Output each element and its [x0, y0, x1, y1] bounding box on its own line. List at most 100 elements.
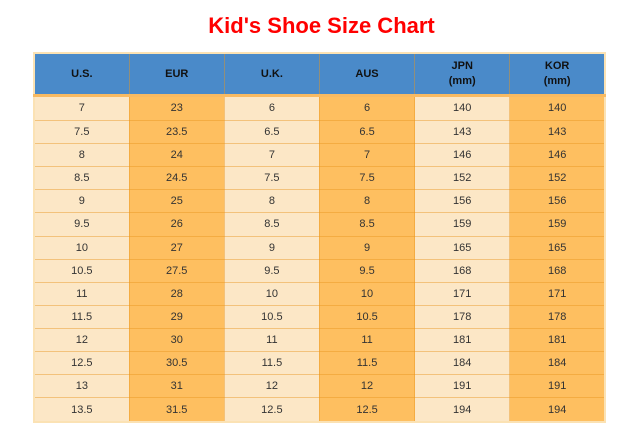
table-row: 9 25 8 8 156 156	[33, 189, 606, 214]
table-cell-jpn: 143	[414, 119, 511, 145]
table-cell-kor: 152	[509, 166, 606, 191]
size-table-header: U.S. EUR U.K. AUS JPN (mm) KOR (mm)	[33, 52, 606, 97]
table-cell-us: 8	[33, 143, 130, 168]
table-cell-us: 13.5	[33, 397, 130, 423]
table-row: 8 24 7 7 146 146	[33, 143, 606, 168]
page-title: Kid's Shoe Size Chart	[208, 13, 435, 38]
table-cell-us: 9.5	[33, 212, 130, 237]
table-cell-aus: 6.5	[318, 119, 416, 145]
table-cell-jpn: 156	[414, 189, 511, 214]
table-cell-uk: 6.5	[223, 119, 320, 145]
table-row: 13.5 31.5 12.5 12.5 194 194	[33, 397, 606, 423]
table-cell-kor: 159	[509, 212, 606, 237]
table-cell-kor: 146	[509, 143, 606, 168]
table-cell-aus: 7	[318, 143, 416, 168]
table-cell-us: 8.5	[33, 166, 130, 191]
table-cell-aus: 7.5	[318, 166, 416, 191]
table-cell-us: 10	[33, 235, 130, 260]
table-row: 12 30 11 11 181 181	[33, 328, 606, 353]
table-cell-jpn: 168	[414, 258, 511, 283]
table-cell-eur: 31.5	[128, 397, 225, 423]
table-cell-aus: 8	[318, 189, 416, 214]
table-cell-us: 9	[33, 189, 130, 214]
table-cell-jpn: 194	[414, 397, 511, 423]
column-sublabel: (mm)	[448, 75, 476, 87]
table-cell-us: 12	[33, 328, 130, 353]
table-cell-us: 13	[33, 374, 130, 399]
table-row: 8.5 24.5 7.5 7.5 152 152	[33, 166, 606, 191]
table-row: 10.5 27.5 9.5 9.5 168 168	[33, 258, 606, 283]
table-cell-uk: 8	[223, 189, 320, 214]
table-cell-uk: 6	[223, 95, 320, 121]
table-cell-jpn: 140	[414, 95, 511, 121]
table-cell-kor: 140	[509, 95, 606, 121]
table-cell-us: 11.5	[33, 304, 130, 330]
table-cell-aus: 11	[318, 328, 416, 353]
table-cell-kor: 181	[509, 328, 606, 353]
table-cell-kor: 168	[509, 258, 606, 283]
table-cell-uk: 11.5	[223, 351, 320, 376]
table-cell-aus: 10	[318, 281, 416, 306]
table-cell-eur: 24.5	[128, 166, 225, 191]
table-cell-jpn: 165	[414, 235, 511, 260]
table-cell-kor: 194	[509, 397, 606, 423]
table-cell-kor: 156	[509, 189, 606, 214]
table-cell-jpn: 178	[414, 304, 511, 330]
table-cell-uk: 12.5	[223, 397, 320, 423]
table-cell-eur: 25	[128, 189, 225, 214]
table-row: 11.5 29 10.5 10.5 178 178	[33, 304, 606, 330]
column-header-aus: AUS	[318, 52, 416, 97]
table-row: 9.5 26 8.5 8.5 159 159	[33, 212, 606, 237]
table-row: 7 23 6 6 140 140	[33, 95, 606, 121]
table-cell-eur: 27	[128, 235, 225, 260]
size-table-body: 7 23 6 6 140 140 7.5 23.5 6.5 6.5 143 143 8 24 7 7 146 14…	[33, 95, 606, 423]
table-cell-aus: 6	[318, 95, 416, 121]
table-cell-eur: 23	[128, 95, 225, 121]
column-header-us: U.S.	[33, 52, 130, 97]
table-cell-eur: 28	[128, 281, 225, 306]
table-cell-aus: 9.5	[318, 258, 416, 283]
column-sublabel: (mm)	[543, 75, 571, 87]
table-cell-eur: 30.5	[128, 351, 225, 376]
table-cell-jpn: 181	[414, 328, 511, 353]
table-cell-us: 7	[33, 95, 130, 121]
table-cell-aus: 12.5	[318, 397, 416, 423]
table-cell-aus: 11.5	[318, 351, 416, 376]
table-cell-aus: 12	[318, 374, 416, 399]
table-row: 7.5 23.5 6.5 6.5 143 143	[33, 119, 606, 145]
column-label: JPN	[451, 60, 473, 73]
table-cell-jpn: 191	[414, 374, 511, 399]
table-cell-kor: 191	[509, 374, 606, 399]
column-label: AUS	[355, 67, 379, 80]
table-row: 13 31 12 12 191 191	[33, 374, 606, 399]
table-cell-jpn: 159	[414, 212, 511, 237]
table-cell-uk: 11	[223, 328, 320, 353]
table-cell-aus: 8.5	[318, 212, 416, 237]
column-label: EUR	[165, 67, 189, 80]
table-cell-uk: 10	[223, 281, 320, 306]
column-label: U.S.	[71, 67, 93, 80]
header-row: U.S. EUR U.K. AUS JPN (mm) KOR (mm)	[33, 52, 606, 97]
table-cell-us: 12.5	[33, 351, 130, 376]
table-cell-jpn: 146	[414, 143, 511, 168]
table-cell-eur: 31	[128, 374, 225, 399]
size-table: U.S. EUR U.K. AUS JPN (mm) KOR (mm) 7 23 6 6 140 140…	[33, 52, 606, 423]
table-cell-us: 10.5	[33, 258, 130, 283]
table-cell-uk: 9	[223, 235, 320, 260]
table-cell-uk: 8.5	[223, 212, 320, 237]
table-cell-aus: 10.5	[318, 304, 416, 330]
table-cell-uk: 9.5	[223, 258, 320, 283]
table-cell-jpn: 171	[414, 281, 511, 306]
table-row: 10 27 9 9 165 165	[33, 235, 606, 260]
table-cell-kor: 171	[509, 281, 606, 306]
table-cell-eur: 24	[128, 143, 225, 168]
table-cell-uk: 10.5	[223, 304, 320, 330]
table-cell-aus: 9	[318, 235, 416, 260]
table-cell-uk: 7.5	[223, 166, 320, 191]
table-cell-us: 7.5	[33, 119, 130, 145]
column-header-kor: KOR (mm)	[509, 52, 606, 97]
column-header-uk: U.K.	[223, 52, 320, 97]
column-header-jpn: JPN (mm)	[414, 52, 511, 97]
table-row: 12.5 30.5 11.5 11.5 184 184	[33, 351, 606, 376]
table-cell-uk: 7	[223, 143, 320, 168]
